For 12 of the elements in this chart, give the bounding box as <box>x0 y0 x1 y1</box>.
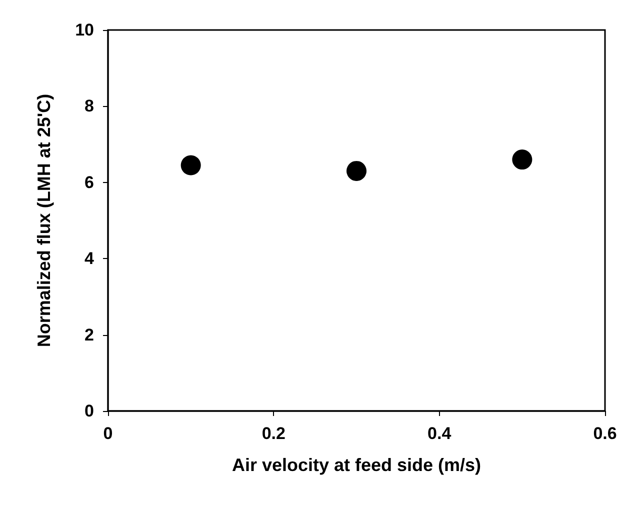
y-tick-label: 4 <box>84 249 95 268</box>
x-tick-label: 0.2 <box>262 424 286 443</box>
x-axis-title: Air velocity at feed side (m/s) <box>232 455 482 475</box>
y-tick-label: 8 <box>84 96 94 116</box>
y-tick-label: 10 <box>75 20 94 40</box>
y-tick-label: 6 <box>84 172 94 192</box>
x-tick-label: 0 <box>103 424 113 443</box>
x-tick-label: 0.6 <box>593 424 617 443</box>
y-axis-title: Normalized flux (LMH at 25'C) <box>34 94 54 348</box>
x-tick-label: 0.4 <box>428 424 452 443</box>
y-tick-label: 2 <box>84 325 94 344</box>
y-tick-label: 0 <box>84 402 94 420</box>
